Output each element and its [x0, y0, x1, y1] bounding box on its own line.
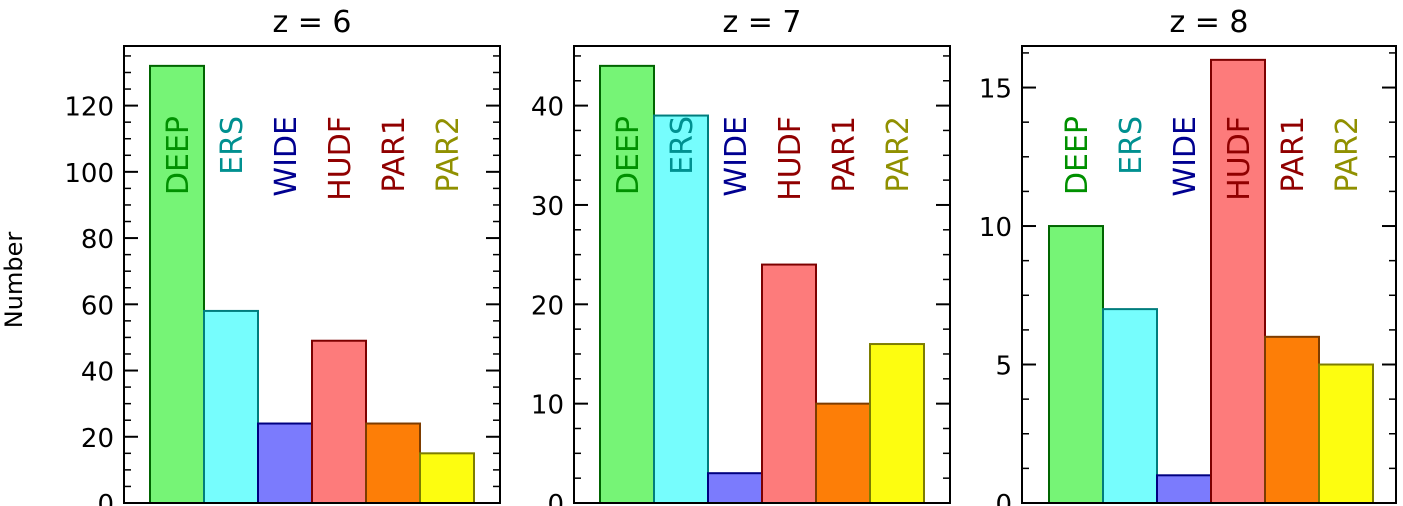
chart-panel-2: z = 7 DEEP ERS WIDE HUDF PAR1 PAR2 0 10 20 30 40 — [531, 5, 951, 506]
y-tick-label: 120 — [64, 93, 114, 123]
panel-title: z = 8 — [1169, 5, 1248, 40]
bar-deep — [599, 64, 655, 504]
y-tick-label: 0 — [547, 490, 564, 506]
y-tick-label: 0 — [97, 490, 114, 506]
category-label: PAR1 — [1276, 116, 1311, 193]
bar-hudf — [311, 339, 367, 504]
bar-ers — [203, 309, 259, 505]
chart-panel-1: z = 6 DEEP ERS WIDE HUDF PAR1 PAR2 0 20 40 60 80 100… — [64, 5, 501, 506]
category-label: ERS — [215, 116, 250, 175]
bar-ers — [1102, 308, 1158, 504]
bar-wide — [707, 472, 763, 504]
bar-deep — [1048, 225, 1104, 504]
bar-deep — [149, 64, 205, 504]
category-label: PAR2 — [1330, 116, 1365, 193]
bar-par1 — [815, 402, 871, 504]
y-tick-label: 5 — [995, 352, 1012, 382]
y-tick-label: 100 — [64, 159, 114, 189]
y-tick-label: 20 — [531, 291, 564, 321]
axis-frame — [123, 45, 501, 504]
bar-par2 — [419, 452, 475, 504]
bar-par2 — [1318, 363, 1374, 504]
category-label: PAR1 — [377, 116, 412, 193]
category-label: PAR2 — [431, 116, 466, 193]
category-label: DEEP — [1060, 116, 1095, 195]
bar-wide — [1156, 474, 1212, 505]
panel-title: z = 7 — [722, 5, 801, 40]
category-label: DEEP — [611, 116, 646, 195]
y-tick-label: 60 — [81, 291, 114, 321]
y-tick-label: 10 — [531, 391, 564, 421]
axis-frame — [573, 45, 951, 504]
y-tick-label: 20 — [81, 424, 114, 454]
y-tick-label: 40 — [81, 358, 114, 388]
category-label: HUDF — [323, 116, 358, 201]
category-label: WIDE — [719, 116, 754, 197]
y-tick-label: 80 — [81, 225, 114, 255]
category-label: PAR2 — [881, 116, 916, 193]
category-label: HUDF — [773, 116, 808, 201]
category-label: PAR1 — [827, 116, 862, 193]
category-label: ERS — [665, 116, 700, 175]
bar-wide — [257, 422, 313, 504]
panel-title: z = 6 — [272, 5, 351, 40]
bar-hudf — [761, 263, 817, 504]
bar-par1 — [365, 422, 421, 504]
category-label: DEEP — [161, 116, 196, 195]
chart-panel-3: z = 8 DEEP ERS WIDE HUDF PAR1 PAR2 0 5 10 15 — [979, 5, 1397, 506]
bar-hudf — [1210, 58, 1266, 505]
y-tick-label: 30 — [531, 192, 564, 222]
category-label: ERS — [1114, 116, 1149, 175]
bar-par1 — [1264, 335, 1320, 504]
axis-frame — [1021, 45, 1397, 504]
y-tick-label: 10 — [979, 213, 1012, 243]
y-axis-label: Number — [0, 232, 28, 329]
y-tick-label: 15 — [979, 75, 1012, 105]
category-label: WIDE — [269, 116, 304, 197]
bar-par2 — [869, 343, 925, 505]
category-label: HUDF — [1222, 116, 1257, 201]
y-tick-label: 40 — [531, 93, 564, 123]
category-label: WIDE — [1168, 116, 1203, 197]
y-tick-label: 0 — [995, 490, 1012, 506]
